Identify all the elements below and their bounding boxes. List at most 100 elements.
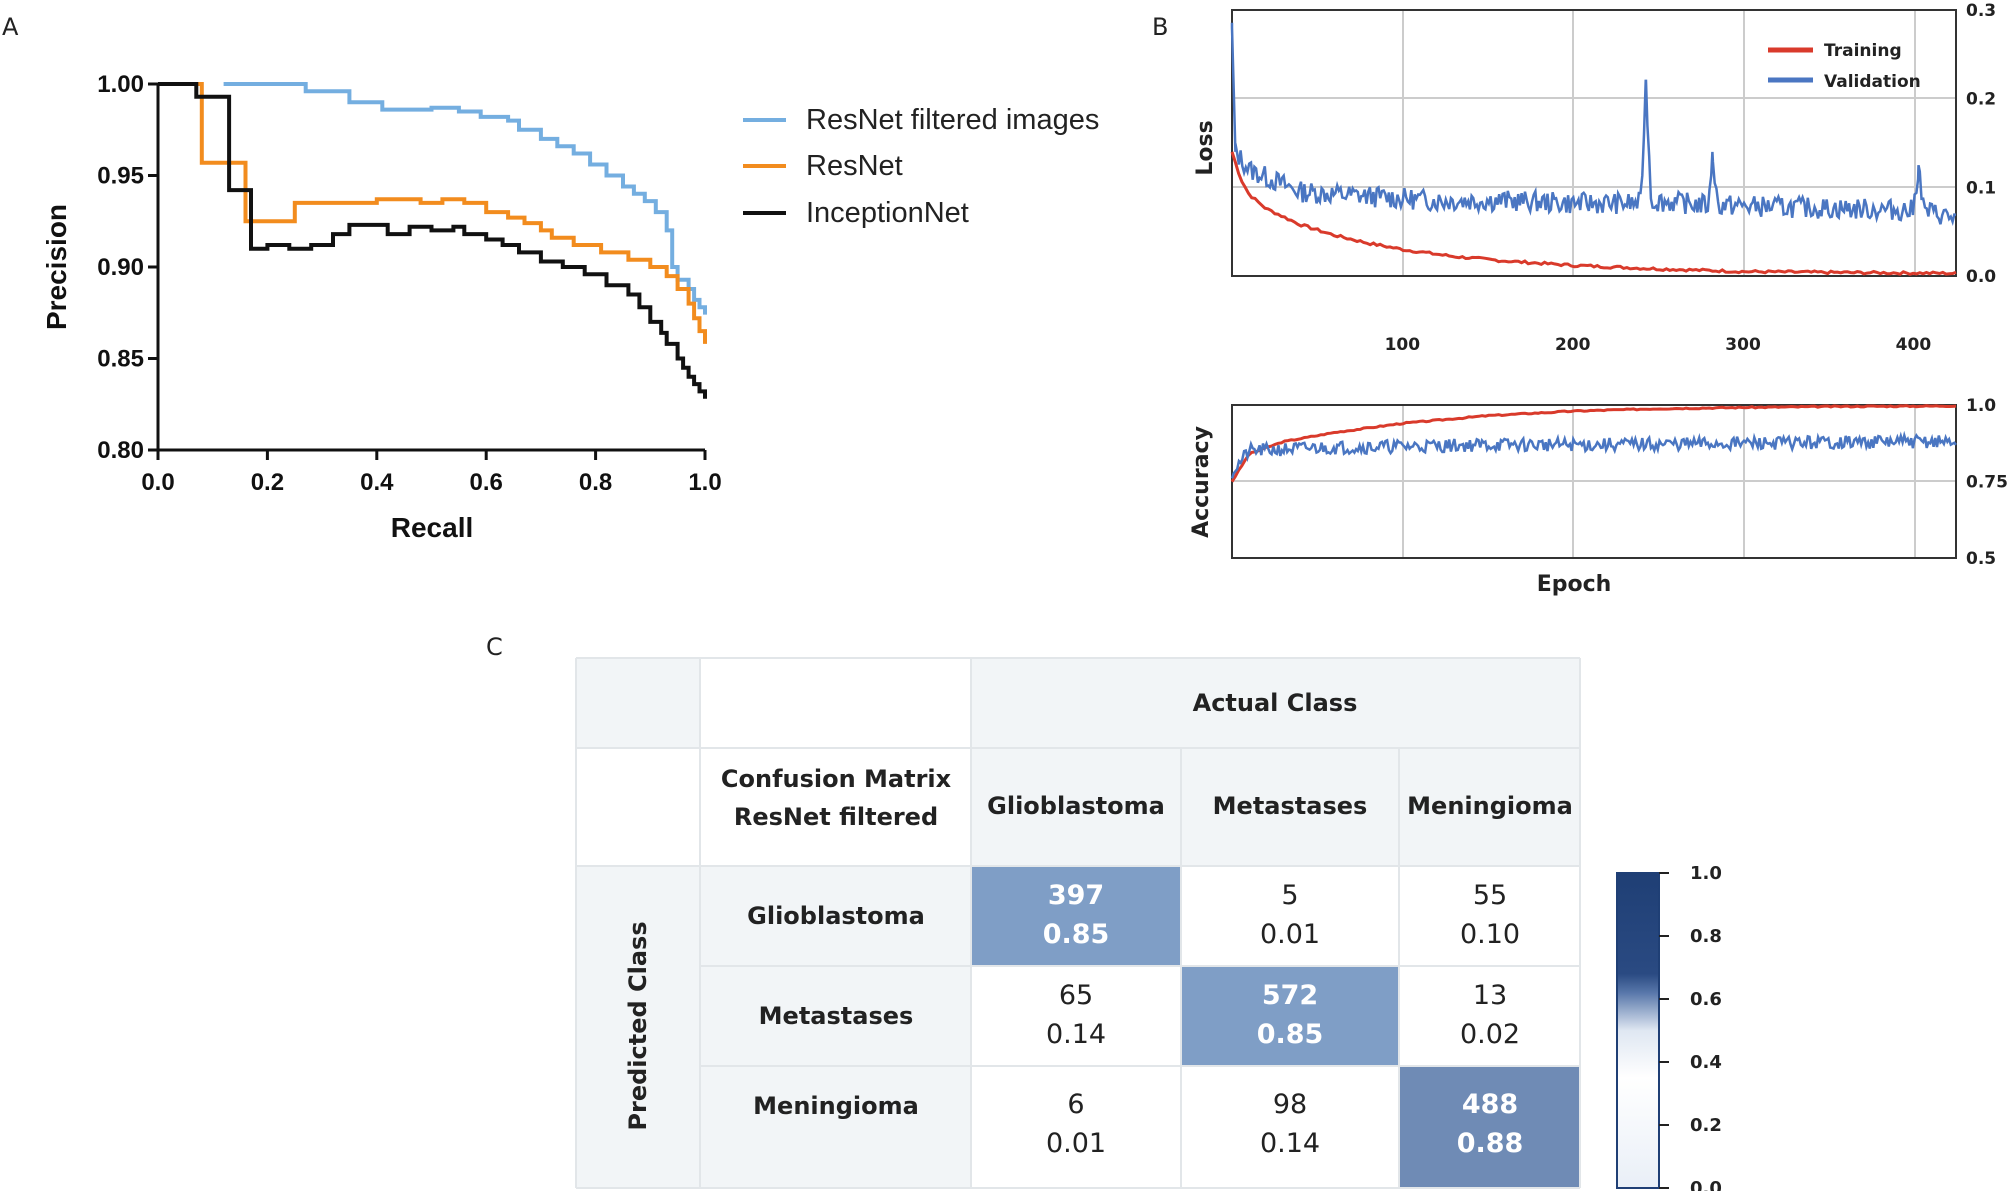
pr-series: [158, 82, 707, 399]
panel-label-c: C: [486, 633, 503, 661]
pr-x-tick-label: 1.0: [688, 469, 721, 496]
loss-y-title: Loss: [1193, 120, 1218, 175]
cm-col-header-meningioma: Meningioma: [1407, 792, 1573, 820]
loss-x-tick-label: 200: [1555, 335, 1591, 355]
panel-label-b: B: [1152, 13, 1168, 41]
accuracy-series: [1230, 404, 1957, 483]
cm-corner-top: [576, 658, 700, 748]
cm-blank-top: [700, 658, 971, 748]
cm-cell-2-0-count: 6: [1067, 1089, 1084, 1120]
loss-frame: [1231, 9, 1957, 277]
loss-legend: Training Validation: [1768, 41, 1921, 92]
accuracy-x-title: Epoch: [1537, 572, 1612, 597]
cm-cell-1-1-count: 572: [1262, 980, 1318, 1011]
accuracy-y-tick-label: 0.75: [1966, 473, 2008, 493]
colorbar-tick-label: 0.0: [1690, 1178, 1722, 1191]
pr-x-tick-label: 0.8: [579, 469, 612, 496]
accuracy-y-title: Accuracy: [1189, 426, 1214, 538]
cm-row-header-metastases: Metastases: [759, 1002, 914, 1030]
pr-y-tick-label: 1.00: [97, 71, 144, 98]
accuracy-series-line-training: [1230, 404, 1957, 483]
cm-cell-0-2-fraction: 0.10: [1460, 919, 1520, 950]
pr-x-ticks: 0.0 0.2 0.4 0.6 0.8 1.0: [141, 450, 722, 496]
cm-actual-class-label: Actual Class: [1193, 689, 1358, 717]
pr-x-title: Recall: [391, 512, 474, 543]
colorbar: [1616, 872, 1660, 1189]
legend-label-training: Training: [1824, 41, 1902, 61]
cm-corner-left: [576, 748, 700, 866]
loss-series-line-validation: [1230, 22, 1957, 227]
cm-cell-1-2-fraction: 0.02: [1460, 1019, 1520, 1050]
cm-cell-2-1-fraction: 0.14: [1260, 1128, 1320, 1159]
pr-y-tick-label: 0.95: [97, 163, 144, 190]
cm-col-header-metastases: Metastases: [1213, 792, 1368, 820]
legend-label-resnet: ResNet: [806, 150, 903, 182]
cm-cell-2-2-count: 488: [1462, 1089, 1518, 1120]
loss-x-tick-label: 400: [1896, 335, 1932, 355]
loss-x-ticks: 100 200 300 400: [1385, 335, 1932, 355]
legend-label-validation: Validation: [1824, 72, 1921, 92]
cm-cell-0-1-fraction: 0.01: [1260, 919, 1320, 950]
cm-row-header-col: [700, 866, 971, 1188]
pr-series-line-inceptionnet: [158, 82, 707, 399]
cm-cell-2-1-count: 98: [1273, 1089, 1307, 1120]
cm-cell-1-0-count: 65: [1059, 980, 1093, 1011]
colorbar-tick-label: 0.8: [1690, 926, 1722, 947]
loss-x-tick-label: 100: [1385, 335, 1421, 355]
pr-y-tick-label: 0.80: [97, 437, 144, 464]
cm-cell-2-0-fraction: 0.01: [1046, 1128, 1106, 1159]
cm-cell-1-1-fraction: 0.85: [1257, 1019, 1324, 1050]
cm-title-line-1: Confusion Matrix: [721, 765, 952, 793]
cm-row-header-glioblastoma: Glioblastoma: [747, 902, 925, 930]
legend-label-resnet-filtered: ResNet filtered images: [806, 104, 1099, 136]
pr-curve-chart: 0.0 0.2 0.4 0.6 0.8 1.0 0.800.850.900.951.00 …: [41, 71, 1099, 543]
colorbar-tick-label: 0.4: [1690, 1052, 1722, 1073]
loss-y-tick-label: 0.1: [1966, 178, 1996, 198]
accuracy-y-ticks: 0.5 0.75 1.0: [1966, 396, 2008, 569]
loss-y-ticks: 0.0 0.1 0.2 0.3: [1966, 1, 1996, 287]
loss-y-tick-label: 0.0: [1966, 267, 1996, 287]
loss-series: [1230, 22, 1957, 276]
cm-cell-2-2-fraction: 0.88: [1457, 1128, 1524, 1159]
colorbar-tick-label: 0.6: [1690, 989, 1722, 1010]
pr-y-tick-label: 0.85: [97, 346, 144, 373]
accuracy-gridlines: [1232, 405, 1956, 558]
accuracy-series-line-validation: [1230, 430, 1957, 479]
cm-title-cell: [700, 748, 971, 866]
pr-x-tick-label: 0.2: [251, 469, 284, 496]
colorbar-ticks: 0.0 0.2 0.4 0.6 0.8 1.0: [1659, 863, 1722, 1191]
colorbar-tick-label: 1.0: [1690, 863, 1722, 884]
cm-title-line-2: ResNet filtered: [734, 803, 938, 831]
cm-cell-1-1-fill: [1181, 966, 1399, 1066]
confusion-matrix: Actual Class Confusion Matrix ResNet fil…: [575, 657, 1722, 1191]
cm-cell-0-2-count: 55: [1473, 880, 1507, 911]
pr-legend: ResNet filtered images ResNet InceptionN…: [743, 104, 1099, 229]
cm-cell-0-1-count: 5: [1281, 880, 1298, 911]
pr-y-ticks: 0.80 0.85 0.90 0.95 1.00: [97, 71, 158, 464]
cm-predicted-class-label: Predicted Class: [624, 921, 652, 1130]
cm-column-header-row: [971, 748, 1580, 866]
cm-cell-1-2-count: 13: [1473, 980, 1507, 1011]
colorbar-tick-label: 0.2: [1690, 1115, 1722, 1136]
loss-x-tick-label: 300: [1725, 335, 1761, 355]
accuracy-y-tick-label: 1.0: [1966, 396, 1996, 416]
cm-col-header-glioblastoma: Glioblastoma: [987, 792, 1165, 820]
pr-series-line-resnet: [158, 82, 707, 344]
cm-row-header-meningioma: Meningioma: [753, 1092, 919, 1120]
loss-chart: 0.0 0.1 0.2 0.3 100 200 300 400 Loss Training …: [1193, 1, 1996, 355]
accuracy-y-tick-label: 0.5: [1966, 549, 1996, 569]
accuracy-chart: 0.5 0.75 1.0 Accuracy Epoch: [1189, 396, 2008, 597]
pr-x-tick-label: 0.0: [141, 469, 174, 496]
loss-y-tick-label: 0.3: [1966, 1, 1996, 21]
pr-y-title: Precision: [41, 204, 72, 330]
cm-predicted-header-cell: [576, 866, 700, 1188]
loss-series-line-training: [1230, 151, 1957, 276]
pr-y-tick-label: 0.90: [97, 254, 144, 281]
legend-label-inceptionnet: InceptionNet: [806, 197, 969, 229]
cm-cell-1-0-fraction: 0.14: [1046, 1019, 1106, 1050]
pr-x-tick-label: 0.6: [470, 469, 503, 496]
cm-cell-0-0-fill: [971, 866, 1181, 966]
cm-actual-header-cell: [971, 658, 1580, 748]
panel-label-a: A: [2, 13, 19, 41]
loss-y-tick-label: 0.2: [1966, 90, 1996, 110]
